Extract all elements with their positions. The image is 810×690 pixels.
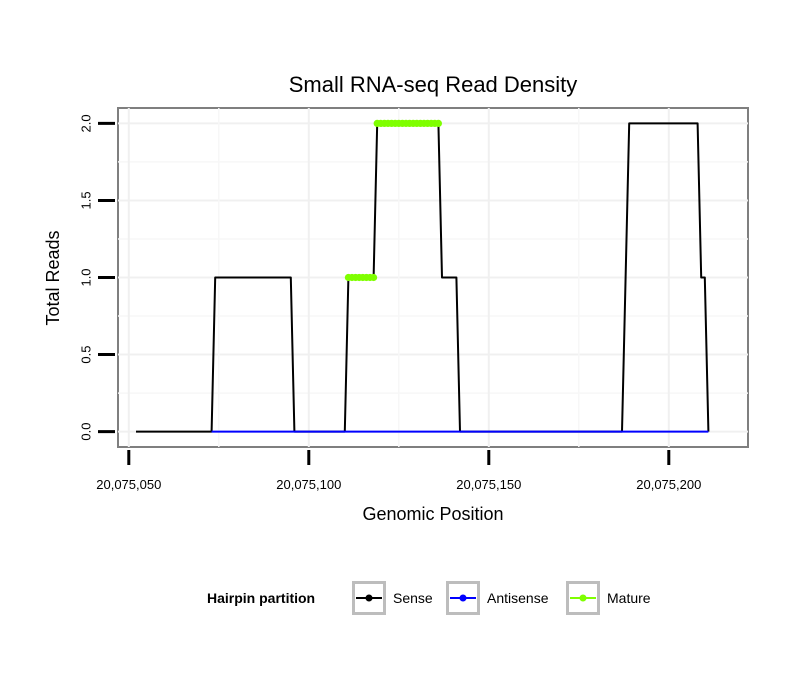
y-axis-label: Total Reads: [43, 230, 63, 325]
x-tick-label: 20,075,100: [276, 477, 341, 492]
y-tick-label: 0.5: [79, 346, 94, 364]
x-tick-label: 20,075,150: [456, 477, 521, 492]
data-point-mature: [434, 119, 442, 128]
legend: Hairpin partition Sense Antisense Mature: [207, 581, 651, 615]
y-tick-label: 0.0: [79, 423, 94, 441]
series-mature: [344, 119, 442, 282]
data-point-mature: [370, 273, 378, 282]
legend-label-antisense: Antisense: [487, 590, 549, 606]
legend-label-sense: Sense: [393, 590, 433, 606]
legend-title: Hairpin partition: [207, 590, 315, 606]
x-tick-label: 20,075,200: [636, 477, 701, 492]
y-tick-label: 2.0: [79, 114, 94, 132]
y-tick-label: 1.5: [79, 191, 94, 209]
legend-item-mature: Mature: [566, 581, 651, 615]
legend-key-point: [365, 594, 373, 602]
legend-key-point: [579, 594, 587, 602]
y-tick-label: 1.0: [79, 268, 94, 286]
legend-item-sense: Sense: [352, 581, 433, 615]
x-axis-label: Genomic Position: [362, 504, 503, 524]
legend-item-antisense: Antisense: [446, 581, 549, 615]
series-layer: [136, 119, 710, 433]
x-tick-label: 20,075,050: [96, 477, 161, 492]
legend-label-mature: Mature: [607, 590, 651, 606]
chart-title: Small RNA-seq Read Density: [289, 72, 578, 97]
legend-key-point: [459, 594, 467, 602]
axes: 0.0 0.5 1.0 1.5 2.0 20,075,050 20,075,100 20,07…: [79, 114, 702, 492]
